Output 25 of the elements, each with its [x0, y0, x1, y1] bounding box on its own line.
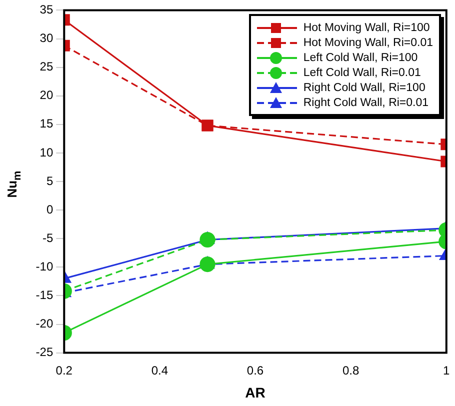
legend-label: Left Cold Wall, Ri=100	[303, 52, 418, 64]
y-tick-label: 35	[40, 2, 54, 17]
legend-label: Right Cold Wall, Ri=100	[303, 82, 426, 94]
legend-label: Hot Moving Wall, Ri=100	[303, 22, 430, 34]
y-tick-label: 10	[40, 145, 54, 160]
legend-label: Hot Moving Wall, Ri=0.01	[303, 36, 433, 48]
x-tick-label: 0.8	[342, 363, 360, 378]
x-tick-label: 0.2	[56, 363, 73, 378]
y-tick-label: -10	[36, 259, 54, 274]
y-tick-label: 0	[46, 202, 54, 216]
y-tick-label: -5	[42, 230, 54, 245]
y-tick-label: -15	[36, 288, 54, 302]
x-tick-label: 0.4	[151, 363, 168, 378]
y-tick-label: 25	[40, 60, 54, 74]
y-tick-label: 5	[46, 174, 54, 188]
y-tick-label: -25	[36, 345, 54, 360]
x-axis-title: AR	[245, 384, 266, 400]
legend-label: Right Cold Wall, Ri=0.01	[303, 96, 429, 108]
x-tick-label: 0.6	[246, 363, 264, 378]
y-tick-label: -20	[36, 316, 54, 331]
y-tick-label: 15	[40, 116, 54, 131]
x-tick-label: 1	[443, 363, 450, 378]
y-tick-label: 20	[40, 88, 54, 102]
legend-label: Left Cold Wall, Ri=0.01	[303, 66, 421, 78]
y-tick-label: 30	[40, 31, 54, 46]
